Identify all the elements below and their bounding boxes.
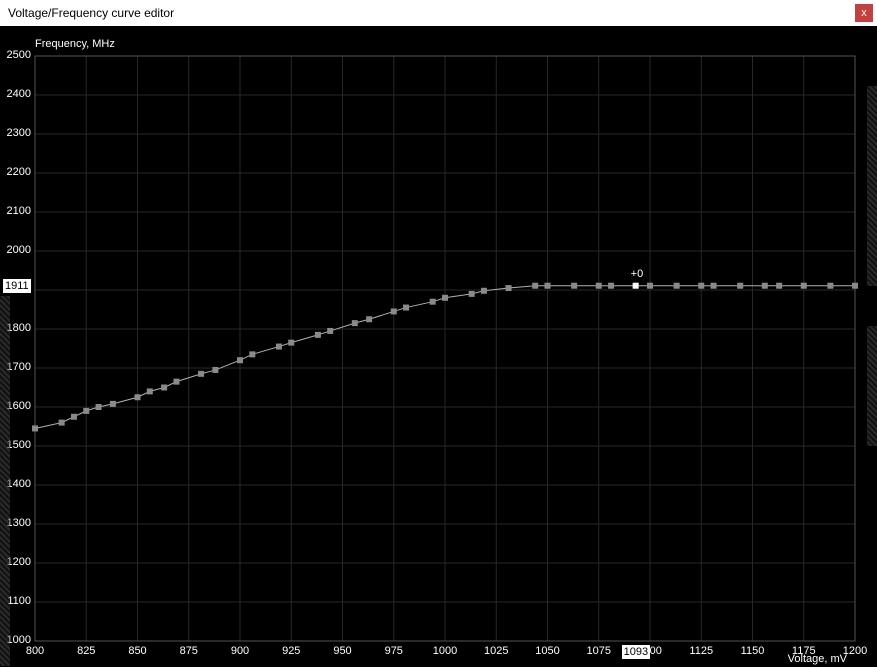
- y-tick-label: 2200: [3, 166, 31, 178]
- curve-point[interactable]: [801, 283, 807, 289]
- curve-point[interactable]: [352, 320, 358, 326]
- close-button[interactable]: x: [855, 4, 873, 22]
- curve-point[interactable]: [481, 288, 487, 294]
- curve-point[interactable]: [366, 316, 372, 322]
- curve-point[interactable]: [776, 283, 782, 289]
- x-tick-label: 925: [282, 645, 300, 657]
- y-tick-label: 2000: [3, 244, 31, 256]
- x-highlight-value: 1093: [622, 645, 650, 659]
- curve-point[interactable]: [147, 388, 153, 394]
- x-tick-label: 1125: [689, 645, 713, 657]
- offset-label: +0: [631, 268, 644, 280]
- curve-point[interactable]: [545, 283, 551, 289]
- curve-point[interactable]: [711, 283, 717, 289]
- y-tick-label: 2300: [3, 127, 31, 139]
- curve-point[interactable]: [647, 283, 653, 289]
- curve-point[interactable]: [288, 340, 294, 346]
- x-tick-label: 900: [231, 645, 249, 657]
- x-tick-label: 1000: [433, 645, 457, 657]
- curve-point[interactable]: [83, 408, 89, 414]
- curve-point[interactable]: [633, 283, 639, 289]
- close-icon: x: [861, 7, 867, 19]
- curve-point[interactable]: [249, 351, 255, 357]
- curve-chart[interactable]: [0, 26, 877, 667]
- y-highlight-value: 1911: [3, 279, 31, 293]
- curve-point[interactable]: [608, 283, 614, 289]
- x-tick-label: 850: [128, 645, 146, 657]
- x-tick-label: 1200: [843, 645, 867, 657]
- curve-point[interactable]: [110, 401, 116, 407]
- curve-editor-window: Voltage/Frequency curve editor x Frequen…: [0, 0, 877, 667]
- left-edge-artifact: [0, 296, 10, 666]
- curve-point[interactable]: [532, 283, 538, 289]
- curve-point[interactable]: [737, 283, 743, 289]
- x-tick-label: 800: [26, 645, 44, 657]
- curve-point[interactable]: [96, 404, 102, 410]
- x-tick-label: 1075: [587, 645, 611, 657]
- curve-point[interactable]: [59, 420, 65, 426]
- curve-point[interactable]: [442, 295, 448, 301]
- x-tick-label: 1150: [741, 645, 765, 657]
- curve-point[interactable]: [469, 291, 475, 297]
- right-edge-artifact-2: [867, 326, 877, 446]
- x-tick-label: 875: [180, 645, 198, 657]
- curve-point[interactable]: [71, 414, 77, 420]
- curve-point[interactable]: [391, 308, 397, 314]
- curve-point[interactable]: [327, 328, 333, 334]
- x-tick-label: 1025: [484, 645, 508, 657]
- curve-point[interactable]: [237, 357, 243, 363]
- curve-point[interactable]: [571, 283, 577, 289]
- curve-point[interactable]: [698, 283, 704, 289]
- titlebar[interactable]: Voltage/Frequency curve editor x: [0, 0, 877, 27]
- x-tick-label: 825: [77, 645, 95, 657]
- curve-point[interactable]: [852, 283, 858, 289]
- x-tick-label: 1175: [792, 645, 816, 657]
- window-title: Voltage/Frequency curve editor: [8, 6, 174, 20]
- curve-point[interactable]: [596, 283, 602, 289]
- x-tick-label: 975: [385, 645, 403, 657]
- curve-point[interactable]: [173, 379, 179, 385]
- curve-point[interactable]: [32, 425, 38, 431]
- y-tick-label: 2400: [3, 88, 31, 100]
- curve-point[interactable]: [198, 371, 204, 377]
- curve-point[interactable]: [674, 283, 680, 289]
- right-edge-artifact-1: [867, 86, 877, 286]
- curve-point[interactable]: [430, 299, 436, 305]
- x-tick-label: 950: [333, 645, 351, 657]
- curve-point[interactable]: [212, 367, 218, 373]
- y-tick-label: 2500: [3, 49, 31, 61]
- y-tick-label: 2100: [3, 205, 31, 217]
- curve-point[interactable]: [827, 283, 833, 289]
- curve-point[interactable]: [403, 305, 409, 311]
- curve-point[interactable]: [135, 394, 141, 400]
- curve-point[interactable]: [762, 283, 768, 289]
- chart-area[interactable]: Frequency, MHz Voltage, mV 1000110012001…: [0, 26, 877, 667]
- curve-point[interactable]: [161, 385, 167, 391]
- curve-point[interactable]: [506, 285, 512, 291]
- curve-point[interactable]: [276, 344, 282, 350]
- curve-point[interactable]: [315, 332, 321, 338]
- x-tick-label: 1050: [535, 645, 559, 657]
